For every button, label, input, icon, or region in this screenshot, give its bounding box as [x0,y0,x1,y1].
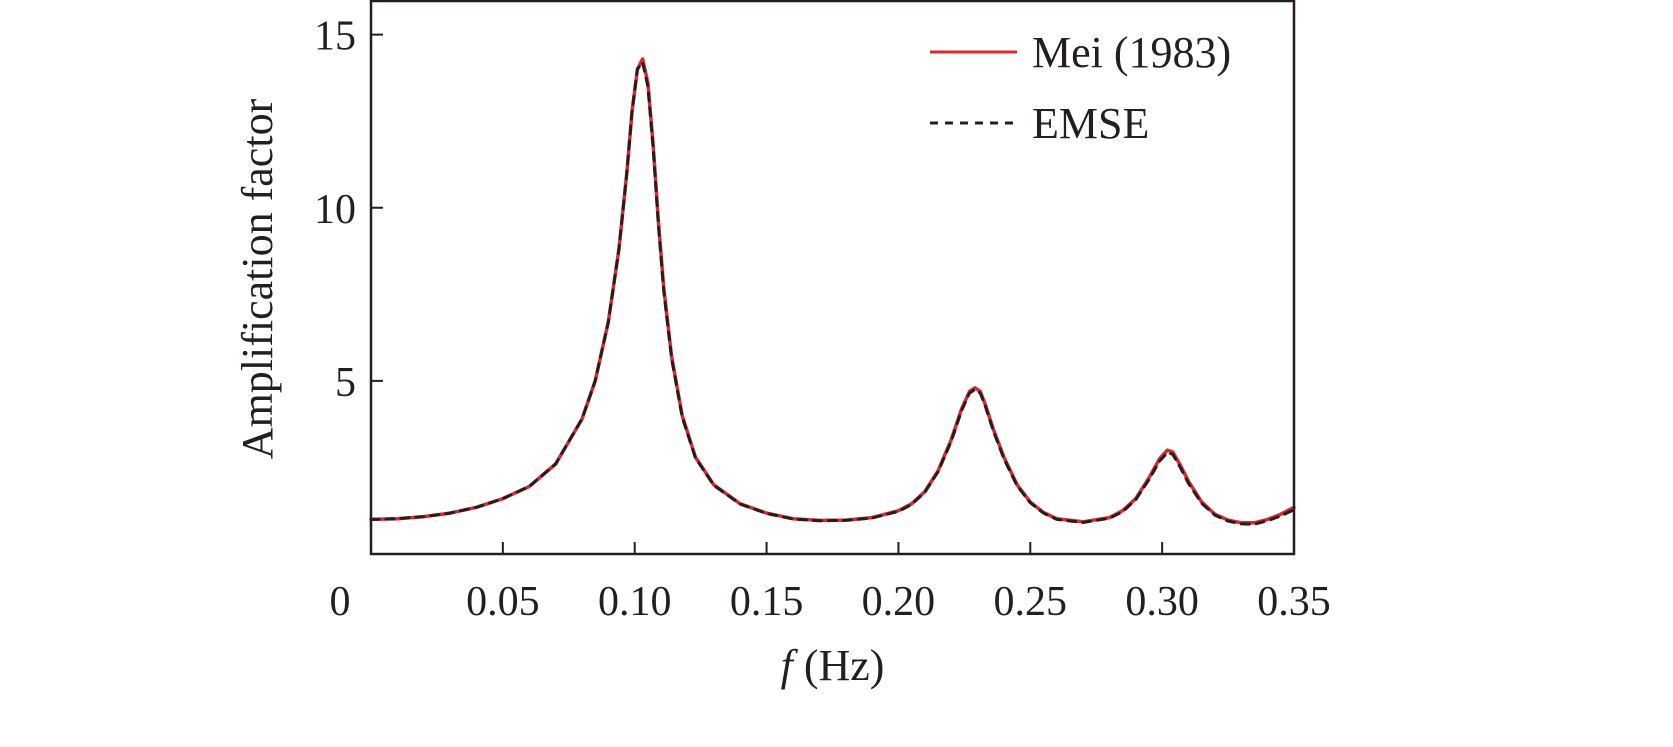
legend-label-1: Mei (1983) [1032,28,1231,77]
plot-frame [369,0,1296,556]
x-tick-label: 0.15 [730,579,804,625]
series-line-1 [369,57,1296,525]
y-axis: 5 10 15 [314,14,383,406]
legend: Mei (1983) EMSE [930,28,1231,148]
x-tick-label: 0.10 [598,579,672,625]
y-axis-title: Amplification factor [233,98,282,459]
origin-tick-label: 0 [330,579,351,625]
y-tick-label: 10 [314,187,356,233]
x-tick-label: 0.25 [994,579,1068,625]
series-line-2 [369,60,1296,526]
legend-label-2: EMSE [1032,99,1149,148]
x-tick-label: 0.30 [1125,579,1199,625]
x-axis-title: f (Hz) [781,641,885,690]
x-tick-label: 0.20 [862,579,936,625]
x-tick-label: 0.05 [466,579,540,625]
x-axis: 0.05 0.10 0.15 0.20 0.25 0.30 0.35 [466,542,1331,625]
x-tick-label: 0.35 [1257,579,1331,625]
y-tick-label: 5 [335,360,356,406]
x-axis-title-unit: (Hz) [793,641,885,690]
y-tick-label: 15 [314,14,356,60]
series-layer [369,57,1296,526]
